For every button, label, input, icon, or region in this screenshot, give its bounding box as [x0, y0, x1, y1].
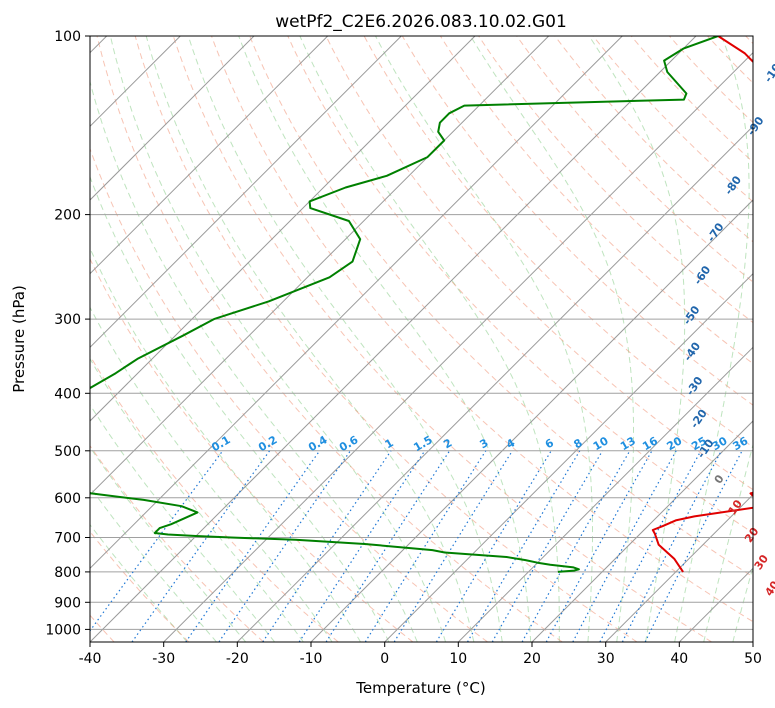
moist-adiabat — [90, 446, 247, 642]
moist-adiabat — [90, 485, 217, 642]
mixing-ratio-line — [466, 450, 581, 642]
moist-adiabat — [732, 565, 753, 642]
dry-adiabat — [211, 36, 753, 623]
moist-adiabat — [90, 357, 304, 642]
x-tick-label: 0 — [380, 651, 389, 667]
mixing-ratio-line — [262, 450, 392, 642]
y-axis-title: Pressure (hPa) — [10, 285, 28, 393]
y-tick-label: 600 — [54, 491, 81, 507]
mixing-ratio-line — [393, 450, 513, 642]
moist-adiabat — [703, 442, 753, 642]
isotherm-line — [310, 199, 753, 642]
isotherm-line — [457, 346, 753, 642]
isotherm-line — [90, 36, 329, 275]
isotherm-line — [90, 36, 402, 349]
moist-adiabat — [674, 36, 750, 642]
data-layer — [90, 36, 753, 573]
moist-adiabat — [588, 36, 686, 642]
moist-adiabat — [145, 36, 475, 642]
moist-adiabat — [109, 36, 446, 642]
y-tick-label: 400 — [54, 386, 81, 402]
x-tick-label: 10 — [449, 651, 467, 667]
mixing-ratio-line — [298, 450, 426, 642]
dry-adiabat — [90, 257, 414, 642]
y-tick-label: 100 — [54, 29, 81, 45]
mixing-ratio-line — [364, 450, 487, 642]
isotherm-line — [163, 51, 753, 642]
temperature-profile-line — [651, 36, 753, 573]
isotherm-line — [90, 36, 697, 642]
dewpoint-profile-line — [90, 36, 719, 573]
isotherm-line — [236, 125, 753, 642]
x-tick-label: -30 — [152, 651, 175, 667]
dry-adiabat — [287, 36, 753, 534]
y-tick-label: 900 — [54, 595, 81, 611]
y-tick-label: 200 — [54, 208, 81, 224]
y-tick-label: 300 — [54, 312, 81, 328]
plot-frame — [89, 35, 754, 643]
y-tick-label: 800 — [54, 565, 81, 581]
dry-adiabat — [134, 36, 638, 642]
dry-adiabat — [249, 36, 753, 578]
isotherm-line — [605, 493, 753, 642]
x-tick-label: -40 — [79, 651, 102, 667]
moist-adiabat — [90, 523, 188, 642]
dry-adiabat — [172, 36, 712, 642]
dry-adiabat — [96, 36, 563, 642]
isotherm-line — [531, 420, 753, 642]
x-tick-label: 50 — [744, 651, 762, 667]
y-tick-label: 500 — [54, 444, 81, 460]
axis-layer: -40 -30 -20 -10 0 10 20 30 40 50 1000 900 800 700 600 5… — [45, 29, 762, 667]
moist-adiabat — [90, 79, 418, 642]
x-tick-label: 30 — [597, 651, 615, 667]
mixing-ratio-line — [325, 450, 451, 642]
moist-adiabat — [375, 36, 593, 642]
isotherm-line — [90, 36, 623, 570]
y-tick-label: 700 — [54, 531, 81, 547]
moist-adiabat — [299, 36, 560, 642]
mixing-ratio-line — [435, 450, 552, 642]
mixing-ratio-line — [218, 450, 351, 642]
moist-adiabat — [90, 175, 390, 642]
moist-adiabat — [90, 306, 333, 642]
dry-adiabat — [516, 36, 753, 283]
moist-adiabat — [90, 403, 275, 642]
grid-layer — [90, 36, 753, 642]
x-axis-title: Temperature (°C) — [355, 679, 485, 697]
dry-adiabat — [90, 444, 264, 642]
mixing-ratio-line — [572, 450, 677, 642]
x-tick-label: -10 — [300, 651, 323, 667]
moist-adiabat — [187, 36, 503, 642]
y-tick-label: 1000 — [45, 622, 81, 638]
isotherm-line — [90, 36, 550, 496]
isotherm-line — [384, 272, 753, 642]
mixing-ratio-line — [185, 450, 321, 642]
chart-title: wetPf2_C2E6.2026.083.10.02.G01 — [275, 12, 567, 32]
x-tick-label: -20 — [226, 651, 249, 667]
mixing-ratio-line — [599, 450, 702, 642]
isotherm-line — [90, 36, 255, 201]
dry-adiabat — [325, 36, 753, 491]
x-tick-label: 40 — [670, 651, 688, 667]
x-tick-label: 20 — [523, 651, 541, 667]
isotherm-line — [90, 36, 476, 422]
moist-adiabat — [470, 36, 634, 642]
